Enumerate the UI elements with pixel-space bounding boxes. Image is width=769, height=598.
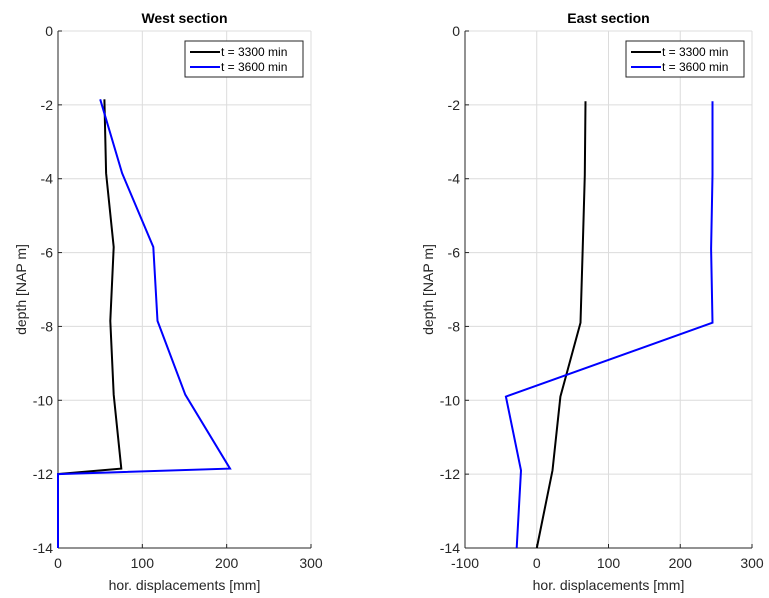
x-tick-label: 300 bbox=[299, 555, 323, 571]
chart-title: West section bbox=[141, 10, 227, 26]
x-tick-label: -100 bbox=[451, 555, 479, 571]
legend-label-2: t = 3600 min bbox=[221, 60, 287, 74]
y-tick-label: -8 bbox=[448, 318, 461, 334]
chart-title: East section bbox=[567, 10, 649, 26]
y-tick-label: -10 bbox=[33, 392, 53, 408]
legend-label-1: t = 3300 min bbox=[221, 45, 287, 59]
legend-label-1: t = 3300 min bbox=[662, 45, 728, 59]
y-tick-label: -4 bbox=[41, 171, 54, 187]
series-line-1 bbox=[535, 101, 587, 549]
y-tick-label: -8 bbox=[41, 318, 54, 334]
x-tick-label: 0 bbox=[54, 555, 62, 571]
y-tick-label: -14 bbox=[440, 540, 460, 556]
x-tick-label: 200 bbox=[669, 555, 693, 571]
y-tick-label: 0 bbox=[452, 23, 460, 39]
legend-box bbox=[625, 40, 745, 78]
x-tick-label: 100 bbox=[597, 555, 621, 571]
x-tick-label: 300 bbox=[740, 555, 764, 571]
legend-label-2: t = 3600 min bbox=[662, 60, 728, 74]
y-tick-label: -12 bbox=[440, 466, 460, 482]
series-line-2 bbox=[504, 101, 714, 549]
series-line-2 bbox=[57, 99, 232, 548]
chart-panel-2: -100 0 100 200 300 0 -2 -4 -6 -8 -10 -12 -14 East sec… bbox=[420, 10, 764, 593]
x-tick-label: 200 bbox=[215, 555, 239, 571]
y-axis-label: depth [NAP m] bbox=[13, 244, 29, 335]
plot-area bbox=[58, 31, 311, 548]
x-tick-label: 100 bbox=[131, 555, 155, 571]
y-axis-label: depth [NAP m] bbox=[420, 244, 436, 335]
legend-box bbox=[184, 40, 304, 78]
y-tick-label: -4 bbox=[448, 171, 461, 187]
y-tick-label: 0 bbox=[45, 23, 53, 39]
x-axis-label: hor. displacements [mm] bbox=[109, 577, 261, 593]
y-tick-label: -6 bbox=[41, 245, 54, 261]
chart-panel-1: 0 100 200 300 0 -2 -4 -6 -8 -10 -12 -14 West section… bbox=[13, 10, 323, 593]
x-axis-label: hor. displacements [mm] bbox=[533, 577, 685, 593]
x-tick-label: 0 bbox=[533, 555, 541, 571]
y-tick-label: -2 bbox=[448, 97, 461, 113]
y-tick-label: -10 bbox=[440, 392, 460, 408]
y-tick-label: -2 bbox=[41, 97, 54, 113]
y-tick-label: -6 bbox=[448, 245, 461, 261]
y-tick-label: -14 bbox=[33, 540, 53, 556]
y-tick-label: -12 bbox=[33, 466, 53, 482]
